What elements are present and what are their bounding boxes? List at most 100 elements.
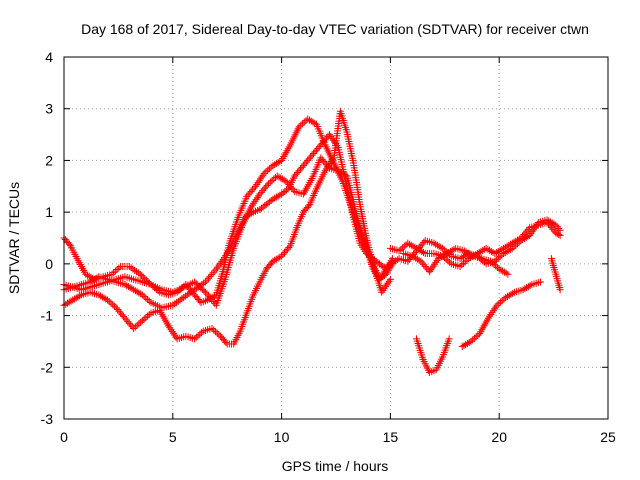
data-point — [171, 300, 179, 308]
data-point — [298, 163, 306, 171]
data-point — [113, 266, 121, 274]
data-point — [133, 321, 141, 329]
data-point — [298, 120, 306, 128]
data-point — [196, 330, 204, 338]
data-point — [144, 312, 152, 320]
data-point — [191, 335, 199, 343]
data-point — [145, 311, 153, 319]
data-point — [486, 257, 494, 265]
x-tick-label: 20 — [491, 429, 507, 445]
data-point — [265, 180, 273, 188]
data-point — [188, 287, 196, 295]
data-point — [265, 165, 273, 173]
data-point — [107, 299, 115, 307]
chart-title: Day 168 of 2017, Sidereal Day-to-day VTE… — [81, 21, 589, 37]
data-point — [122, 316, 130, 324]
data-point — [300, 118, 308, 126]
data-point — [140, 292, 148, 300]
data-point — [257, 188, 265, 196]
data-point — [260, 185, 268, 193]
data-point — [246, 189, 254, 197]
data-point — [174, 297, 182, 305]
data-point — [197, 284, 205, 292]
data-point — [305, 155, 313, 163]
data-point — [200, 279, 208, 287]
data-point — [502, 269, 510, 277]
data-point — [176, 296, 184, 304]
data-point — [493, 256, 501, 264]
data-point — [417, 242, 425, 250]
y-tick-label: 2 — [45, 152, 53, 168]
data-point — [445, 335, 453, 343]
data-point — [305, 202, 313, 210]
data-point — [127, 264, 135, 272]
data-point — [397, 245, 405, 253]
data-point — [195, 282, 203, 290]
data-point — [295, 167, 303, 175]
data-point — [310, 150, 318, 158]
data-point — [490, 260, 498, 268]
data-point — [256, 190, 264, 198]
data-point — [125, 262, 133, 270]
data-point — [138, 272, 146, 280]
data-point — [136, 270, 144, 278]
data-point — [494, 254, 502, 262]
data-point — [247, 187, 255, 195]
data-point — [456, 262, 464, 270]
data-point — [191, 278, 199, 286]
data-point — [172, 299, 180, 307]
data-point — [125, 319, 133, 327]
data-point — [142, 314, 150, 322]
axis-ticks — [63, 56, 609, 420]
data-point — [411, 249, 419, 257]
data-point — [262, 183, 270, 191]
data-point — [272, 173, 280, 181]
data-point — [183, 282, 191, 290]
data-point — [405, 256, 413, 264]
data-point — [244, 191, 252, 199]
data-point — [307, 153, 315, 161]
data-point — [260, 169, 268, 177]
data-point — [250, 184, 258, 192]
data-point — [414, 245, 422, 253]
data-point — [472, 333, 480, 341]
data-point — [131, 323, 139, 331]
data-point — [556, 226, 564, 234]
data-point — [130, 325, 138, 332]
data-point — [418, 259, 426, 267]
data-point — [115, 264, 123, 272]
x-tick-label: 15 — [383, 429, 399, 445]
y-tick-label: 3 — [45, 101, 53, 117]
data-point — [296, 165, 304, 173]
x-tick-label: 25 — [600, 429, 616, 445]
data-point — [138, 317, 146, 325]
data-point — [127, 321, 135, 329]
data-point — [249, 186, 257, 194]
data-point — [461, 258, 469, 266]
data-point — [413, 247, 421, 255]
data-point — [278, 252, 286, 260]
data-point — [496, 253, 504, 261]
series-trace-i — [458, 278, 545, 351]
series-trace-h — [413, 335, 453, 376]
data-point — [154, 287, 162, 295]
data-point — [108, 270, 116, 278]
y-tick-labels: -3 -2 -1 0 1 2 3 4 — [41, 49, 54, 427]
data-point — [178, 284, 186, 292]
data-point — [493, 301, 501, 309]
series-trace-b — [60, 154, 397, 309]
data-point — [129, 265, 137, 273]
data-point — [133, 268, 141, 276]
data-point — [308, 151, 316, 159]
data-point — [142, 294, 150, 302]
data-point — [110, 269, 118, 277]
data-point — [508, 244, 516, 252]
data-point — [444, 257, 452, 265]
data-point — [111, 267, 119, 275]
data-point — [115, 307, 123, 315]
data-point — [262, 168, 270, 176]
data-point — [318, 156, 326, 164]
data-point — [259, 187, 267, 195]
data-point — [285, 243, 293, 251]
data-point — [266, 178, 274, 186]
